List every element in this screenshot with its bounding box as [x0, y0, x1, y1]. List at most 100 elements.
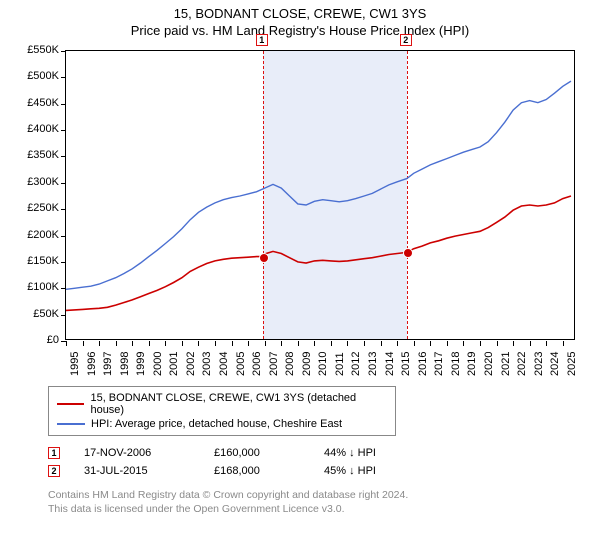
- sales-table: 1 17-NOV-2006£160,00044% ↓ HPI 2 31-JUL-201…: [48, 444, 600, 480]
- x-tick-label: 2018: [450, 352, 462, 376]
- x-tick: [182, 341, 183, 346]
- title-address: 15, BODNANT CLOSE, CREWE, CW1 3YS: [0, 6, 600, 21]
- x-tick-label: 2002: [185, 352, 197, 376]
- x-tick: [364, 341, 365, 346]
- sale-point: [259, 253, 269, 263]
- x-tick: [66, 341, 67, 346]
- x-tick-label: 2014: [384, 352, 396, 376]
- y-tick-label: £550K: [19, 44, 59, 56]
- x-tick-label: 2023: [533, 352, 545, 376]
- x-tick-label: 1998: [119, 352, 131, 376]
- x-tick-label: 2020: [483, 352, 495, 376]
- plot-area: [65, 50, 575, 340]
- x-tick-label: 2013: [367, 352, 379, 376]
- series-line: [66, 196, 571, 310]
- legend-row: HPI: Average price, detached house, Ches…: [57, 417, 387, 431]
- x-tick-label: 1997: [102, 352, 114, 376]
- x-tick: [298, 341, 299, 346]
- series-svg: [66, 51, 576, 341]
- footer-line2: This data is licensed under the Open Gov…: [48, 502, 600, 516]
- sale-date: 31-JUL-2015: [84, 465, 214, 477]
- x-tick: [132, 341, 133, 346]
- x-tick-label: 2024: [549, 352, 561, 376]
- marker-box: 1: [256, 34, 268, 46]
- x-tick-label: 2019: [466, 352, 478, 376]
- legend-swatch: [57, 403, 84, 405]
- title-block: 15, BODNANT CLOSE, CREWE, CW1 3YS Price …: [0, 0, 600, 40]
- x-tick: [198, 341, 199, 346]
- x-tick-label: 2015: [400, 352, 412, 376]
- y-tick-label: £200K: [19, 229, 59, 241]
- x-tick-label: 2016: [417, 352, 429, 376]
- y-tick-label: £300K: [19, 176, 59, 188]
- x-tick: [463, 341, 464, 346]
- x-tick: [116, 341, 117, 346]
- chart: 12£0£50K£100K£150K£200K£250K£300K£350K£4…: [15, 40, 585, 380]
- x-tick: [397, 341, 398, 346]
- x-tick-label: 2011: [334, 352, 346, 376]
- x-tick-label: 2022: [516, 352, 528, 376]
- sale-date: 17-NOV-2006: [84, 447, 214, 459]
- x-tick: [165, 341, 166, 346]
- x-tick-label: 2021: [500, 352, 512, 376]
- sale-price: £160,000: [214, 447, 324, 459]
- x-tick: [215, 341, 216, 346]
- series-line: [66, 81, 571, 289]
- footer: Contains HM Land Registry data © Crown c…: [48, 488, 600, 516]
- sale-row: 1 17-NOV-2006£160,00044% ↓ HPI: [48, 444, 600, 462]
- title-subtitle: Price paid vs. HM Land Registry's House …: [0, 23, 600, 38]
- x-tick: [430, 341, 431, 346]
- sale-hpi: 44% ↓ HPI: [324, 447, 444, 459]
- y-tick-label: £50K: [19, 308, 59, 320]
- x-tick: [232, 341, 233, 346]
- legend: 15, BODNANT CLOSE, CREWE, CW1 3YS (detac…: [48, 386, 396, 436]
- x-tick-label: 1996: [86, 352, 98, 376]
- x-tick-label: 2017: [433, 352, 445, 376]
- x-tick-label: 2005: [235, 352, 247, 376]
- x-tick: [563, 341, 564, 346]
- y-tick-label: £150K: [19, 255, 59, 267]
- x-tick: [265, 341, 266, 346]
- sale-marker: 1: [48, 447, 60, 459]
- x-tick: [414, 341, 415, 346]
- x-tick-label: 1999: [135, 352, 147, 376]
- x-tick: [248, 341, 249, 346]
- y-tick-label: £400K: [19, 123, 59, 135]
- y-tick-label: £500K: [19, 70, 59, 82]
- x-tick-label: 2008: [284, 352, 296, 376]
- legend-label: 15, BODNANT CLOSE, CREWE, CW1 3YS (detac…: [90, 392, 387, 416]
- x-tick: [480, 341, 481, 346]
- x-tick: [149, 341, 150, 346]
- y-tick-label: £100K: [19, 281, 59, 293]
- x-tick: [497, 341, 498, 346]
- x-tick: [331, 341, 332, 346]
- legend-swatch: [57, 423, 85, 425]
- x-tick: [83, 341, 84, 346]
- x-tick-label: 2003: [201, 352, 213, 376]
- x-tick: [281, 341, 282, 346]
- y-tick-label: £350K: [19, 149, 59, 161]
- x-tick-label: 2007: [268, 352, 280, 376]
- legend-label: HPI: Average price, detached house, Ches…: [91, 418, 342, 430]
- x-tick: [314, 341, 315, 346]
- x-tick-label: 2012: [350, 352, 362, 376]
- y-tick-label: £450K: [19, 97, 59, 109]
- footer-line1: Contains HM Land Registry data © Crown c…: [48, 488, 600, 502]
- legend-row: 15, BODNANT CLOSE, CREWE, CW1 3YS (detac…: [57, 391, 387, 417]
- x-tick-label: 1995: [69, 352, 81, 376]
- y-tick-label: £250K: [19, 202, 59, 214]
- sale-marker: 2: [48, 465, 60, 477]
- x-tick: [447, 341, 448, 346]
- sale-hpi: 45% ↓ HPI: [324, 465, 444, 477]
- x-tick: [546, 341, 547, 346]
- x-tick-label: 2006: [251, 352, 263, 376]
- y-tick-label: £0: [19, 334, 59, 346]
- x-tick-label: 2001: [168, 352, 180, 376]
- x-tick-label: 2010: [317, 352, 329, 376]
- x-tick: [513, 341, 514, 346]
- sale-price: £168,000: [214, 465, 324, 477]
- x-tick: [381, 341, 382, 346]
- x-tick-label: 2025: [566, 352, 578, 376]
- x-tick: [347, 341, 348, 346]
- x-tick-label: 2009: [301, 352, 313, 376]
